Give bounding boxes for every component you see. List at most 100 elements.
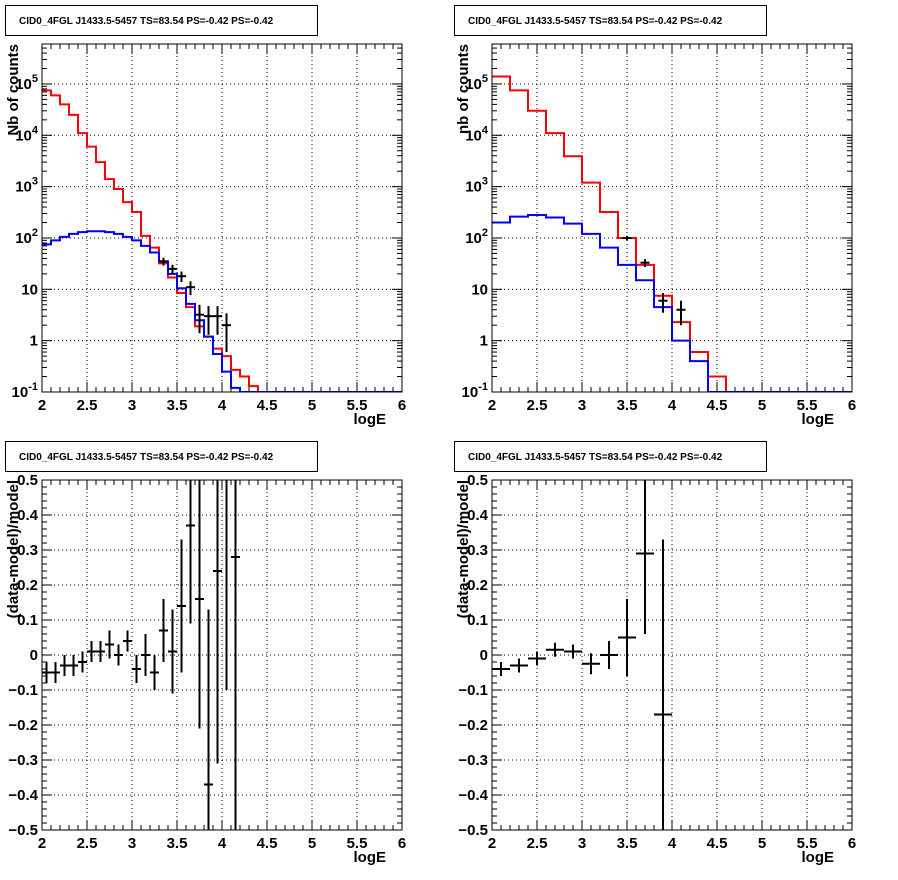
chart-title-box: CID0_4FGL J1433.5-5457 TS=83.54 PS=-0.42… <box>454 5 767 36</box>
data-point <box>618 599 636 676</box>
x-tick-label: 2 <box>488 835 496 852</box>
x-tick-label: 6 <box>848 397 856 414</box>
x-axis-label: logE <box>354 849 387 866</box>
x-tick-label: 4 <box>668 397 677 414</box>
data-point <box>177 271 186 283</box>
data-point <box>622 235 632 241</box>
grid <box>492 480 852 830</box>
x-tick-label: 5 <box>308 835 316 852</box>
plot-frame <box>491 479 853 831</box>
data-point <box>195 304 204 334</box>
data-point <box>204 609 213 830</box>
chart-title: CID0_4FGL J1433.5-5457 TS=83.54 PS=-0.42… <box>19 452 274 463</box>
axis-ticks <box>41 43 403 393</box>
data-point <box>231 480 240 830</box>
data-point <box>168 609 177 694</box>
x-tick-label: 5 <box>308 397 316 414</box>
data-point <box>654 539 672 830</box>
x-tick-label: 2 <box>38 397 46 414</box>
data-points <box>159 257 231 353</box>
x-tick-label: 5.5 <box>347 397 368 414</box>
x-tick-label: 6 <box>398 835 406 852</box>
y-tick-label: 0.1 <box>467 612 488 629</box>
title-frame <box>454 441 767 472</box>
y-tick-label: 0 <box>30 647 38 664</box>
x-tick-label: 3.5 <box>617 397 638 414</box>
y-tick-label: −0.2 <box>8 717 38 734</box>
y-axis-label: nb of counts <box>455 44 472 134</box>
y-axis-label: (data-model)/model <box>455 480 472 618</box>
x-tick-label: 4.5 <box>257 397 278 414</box>
data-point <box>528 651 546 666</box>
y-tick-label: 10 <box>471 281 488 298</box>
x-tick-label: 3 <box>578 835 586 852</box>
data-point <box>564 644 582 659</box>
chart-title: CID0_4FGL J1433.5-5457 TS=83.54 PS=-0.42… <box>468 16 723 27</box>
x-tick-label: 5.5 <box>797 835 818 852</box>
data-points <box>42 480 240 830</box>
x-tick-label: 4.5 <box>707 835 728 852</box>
data-point <box>51 662 60 683</box>
title-frame <box>454 5 767 36</box>
y-tick-label: 10-1 <box>462 381 488 401</box>
x-tick-label: 3.5 <box>167 835 188 852</box>
x-tick-label: 3.5 <box>167 397 188 414</box>
x-tick-label: 2.5 <box>77 835 98 852</box>
y-axis-label: Nb of counts <box>5 44 22 136</box>
x-tick-label: 4 <box>218 835 227 852</box>
x-tick-label: 6 <box>398 397 406 414</box>
data-point <box>213 306 222 335</box>
chart-title: CID0_4FGL J1433.5-5457 TS=83.54 PS=-0.42… <box>19 16 274 27</box>
data-point <box>225 480 228 690</box>
y-tick-label: 0.5 <box>467 472 488 489</box>
y-tick-label: −0.5 <box>8 822 38 839</box>
x-tick-label: 4 <box>218 397 227 414</box>
y-tick-label: 0.2 <box>17 577 38 594</box>
y-tick-label: −0.1 <box>458 682 488 699</box>
chart-title: CID0_4FGL J1433.5-5457 TS=83.54 PS=-0.42… <box>468 452 723 463</box>
y-tick-label: 0.1 <box>17 612 38 629</box>
x-tick-label: 3 <box>128 835 136 852</box>
x-tick-label: 6 <box>848 835 856 852</box>
y-tick-label: −0.2 <box>458 717 488 734</box>
data-point <box>69 655 78 676</box>
data-point <box>186 480 195 624</box>
data-point <box>492 662 510 676</box>
x-tick-label: 2.5 <box>77 397 98 414</box>
y-tick-label: 1 <box>30 333 38 350</box>
chart-panel-2: CID0_4FGL J1433.5-5457 TS=83.54 PS=-0.42… <box>454 5 856 428</box>
data-point <box>150 655 159 690</box>
y-tick-label: 102 <box>15 227 38 247</box>
data-point <box>676 300 686 326</box>
x-tick-label: 5.5 <box>797 397 818 414</box>
data-point <box>168 264 177 274</box>
x-tick-label: 3.5 <box>617 835 638 852</box>
x-tick-label: 5 <box>758 835 766 852</box>
data-point <box>546 642 564 657</box>
data-point <box>141 634 150 676</box>
y-tick-label: 1 <box>480 333 488 350</box>
data-point <box>582 653 600 675</box>
data-point <box>60 655 69 676</box>
chart-title-box: CID0_4FGL J1433.5-5457 TS=83.54 PS=-0.42… <box>5 5 318 36</box>
y-tick-label: 10 <box>21 281 38 298</box>
x-tick-label: 5.5 <box>347 835 368 852</box>
chart-panel-4: CID0_4FGL J1433.5-5457 TS=83.54 PS=-0.42… <box>454 441 856 866</box>
data-point <box>186 281 195 296</box>
y-tick-label: −0.1 <box>8 682 38 699</box>
data-point <box>114 644 123 666</box>
data-point <box>658 292 668 313</box>
source-model-series-line <box>42 230 402 392</box>
y-tick-label: 0.5 <box>17 472 38 489</box>
data-point <box>159 257 168 266</box>
source-model-series-line <box>492 214 852 392</box>
data-point <box>87 641 96 662</box>
y-tick-label: −0.3 <box>458 752 488 769</box>
data-point <box>123 630 132 652</box>
data-point <box>159 599 168 662</box>
y-tick-label: 0 <box>480 647 488 664</box>
grid <box>42 44 402 392</box>
chart-title-box: CID0_4FGL J1433.5-5457 TS=83.54 PS=-0.42… <box>5 441 318 472</box>
